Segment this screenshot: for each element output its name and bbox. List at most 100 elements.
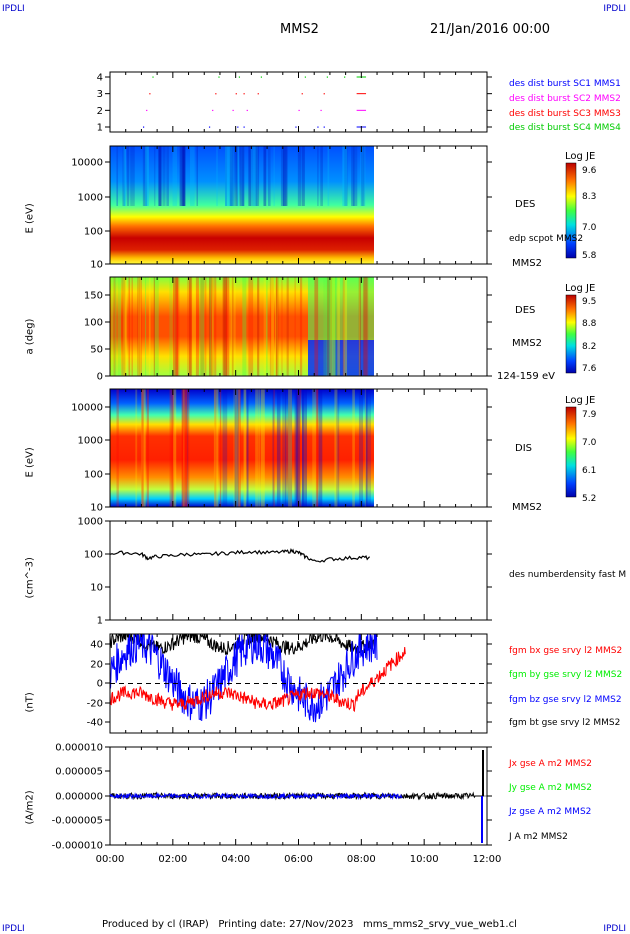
- spectrogram-stripe: [328, 277, 333, 376]
- des-energy-stripes: [116, 146, 366, 206]
- cbar-tick-dis-energy-0: 7.9: [582, 410, 597, 420]
- ytick-label: 50: [90, 345, 103, 356]
- panel-des-pitch: [109, 276, 577, 377]
- spectrogram-stripe: [182, 146, 185, 206]
- spectrogram-stripe: [243, 389, 247, 507]
- ytick-label: 100: [84, 227, 103, 238]
- spectrogram-stripe: [301, 146, 305, 206]
- spectrogram-stripe: [228, 146, 233, 206]
- spectrogram-stripe: [191, 277, 197, 376]
- availability-mark: [323, 93, 325, 95]
- spectrogram-stripe: [145, 146, 148, 206]
- spectrogram-stripe: [297, 146, 302, 206]
- spectrogram-stripe: [334, 389, 338, 507]
- dis-energy-spectrogram: [110, 389, 374, 507]
- legend-density: des numberdensity fast M: [509, 570, 627, 580]
- ytick-label: 1: [97, 123, 103, 134]
- axis-ticks: 1234101001000100000501001501010010001000…: [52, 72, 501, 865]
- legend-bx: fgm bx gse srvy l2 MMS2: [509, 646, 623, 656]
- ytick-label: 1000: [78, 436, 103, 447]
- availability-mark: [344, 76, 346, 78]
- spectrogram-stripe: [223, 277, 227, 376]
- side-label-edp: edp scpot MMS2: [509, 234, 584, 244]
- spectrogram-stripe: [162, 146, 166, 206]
- spectrogram-stripe: [342, 146, 348, 206]
- availability-mark: [295, 126, 297, 128]
- spectrogram-stripe: [365, 389, 371, 507]
- spectrogram-stripe: [222, 277, 227, 376]
- ytick-label: 100: [84, 550, 103, 561]
- spectrogram-stripe: [154, 277, 159, 376]
- spectrogram-stripe: [363, 277, 369, 376]
- spectrogram-stripe: [225, 146, 228, 206]
- spectrogram-stripe: [266, 277, 268, 376]
- spectrogram-stripe: [121, 277, 126, 376]
- availability-mark: [215, 93, 217, 95]
- spectrogram-stripe: [204, 277, 207, 376]
- spectrogram-stripe: [294, 389, 298, 507]
- spectrogram-stripe: [269, 277, 273, 376]
- availability-mark: [152, 76, 154, 78]
- spectrogram-stripe: [235, 389, 241, 507]
- availability-mark: [243, 93, 245, 95]
- ytick-label: 100: [84, 470, 103, 481]
- availability-mark: [142, 126, 145, 128]
- spectrogram-stripe: [182, 146, 186, 206]
- spectrogram-stripe: [148, 277, 151, 376]
- spectrogram-stripe: [302, 389, 307, 507]
- spectrogram-stripe: [214, 277, 217, 376]
- spectrogram-stripe: [258, 389, 261, 507]
- ytick-label: 0: [97, 679, 103, 690]
- ytick-label: 4: [97, 73, 103, 84]
- spectrogram-stripe: [195, 277, 199, 376]
- spectrogram-stripe: [115, 277, 118, 376]
- spectrogram-stripe: [364, 389, 367, 507]
- side-label-dis: DIS: [515, 443, 532, 454]
- ytick-label: 150: [84, 291, 103, 302]
- availability-mark: [238, 76, 241, 78]
- spectrogram-stripe: [332, 277, 337, 376]
- side-label-mms2-b: MMS2: [512, 338, 542, 349]
- availability-mark: [246, 109, 248, 112]
- spectrogram-stripe: [283, 146, 287, 206]
- availability-mark: [235, 93, 237, 95]
- legend-jz: Jz gse A m2 MMS2: [509, 807, 592, 817]
- spectrogram-stripe: [257, 277, 260, 376]
- spectrogram-stripe: [235, 146, 238, 206]
- ytick-label: 0: [97, 372, 103, 383]
- cbar-tick-des-energy-0: 9.6: [582, 166, 597, 176]
- spectrogram-stripe: [282, 389, 287, 507]
- spectrogram-stripe: [188, 277, 192, 376]
- plot-title: MMS2: [280, 22, 319, 37]
- panel-density: [109, 520, 488, 621]
- side-label-des: DES: [515, 199, 536, 210]
- spectrogram-stripe: [158, 146, 162, 206]
- spectrogram-stripe: [174, 277, 178, 376]
- spectrogram-stripe: [283, 146, 288, 206]
- spectrogram-stripe: [225, 146, 227, 206]
- spectrogram-stripe: [171, 389, 174, 507]
- ytick-label: -20: [87, 699, 103, 710]
- spectrogram-stripe: [317, 146, 319, 206]
- ylabel-dis-energy: E (eV): [24, 447, 36, 478]
- spectrogram-stripe: [126, 146, 130, 206]
- spectrogram-stripe: [238, 389, 241, 507]
- availability-mark: [243, 126, 245, 128]
- cbar-title-des-pitch: Log JE: [565, 283, 596, 294]
- spectrogram-stripe: [358, 277, 361, 376]
- side-label-mms2-c: MMS2: [512, 502, 542, 513]
- ytick-label: 0.000010: [55, 743, 103, 754]
- spectrogram-stripe: [352, 389, 355, 507]
- xtick-label: 08:00: [347, 854, 376, 865]
- spectrogram-stripe: [224, 146, 230, 206]
- spectrogram-stripe: [173, 277, 177, 376]
- xtick-label: 10:00: [410, 854, 439, 865]
- spectrogram-stripe: [226, 277, 230, 376]
- spectrogram-stripe: [240, 146, 245, 206]
- ytick-label: 10000: [71, 158, 103, 169]
- spectrogram-stripe: [344, 146, 348, 206]
- spectrogram-stripe: [216, 146, 218, 206]
- spectrogram-stripe: [183, 389, 185, 507]
- spectrogram-stripe: [263, 277, 268, 376]
